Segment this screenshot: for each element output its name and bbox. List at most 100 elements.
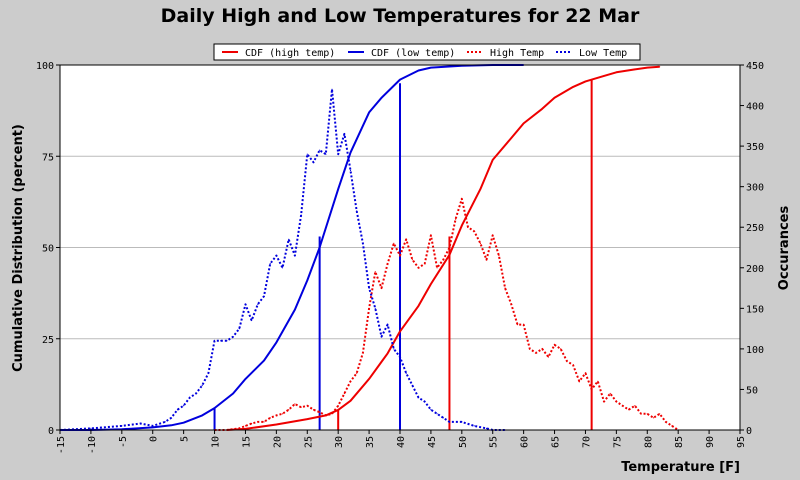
data-point-cdf-low-temp [294, 309, 296, 311]
data-point-high-temp [492, 234, 494, 236]
data-point-cdf-low-temp [263, 360, 265, 362]
x-tick-label: 15 [241, 436, 252, 448]
x-tick-label: 25 [303, 436, 314, 448]
x-tick-label: 60 [520, 436, 531, 448]
data-point-high-temp [251, 422, 253, 425]
data-point-high-temp [448, 246, 451, 249]
y-left-tick-label: 0 [48, 426, 54, 437]
data-point-cdf-low-temp [380, 97, 383, 99]
data-point-low-temp [387, 324, 389, 326]
data-point-high-temp [479, 242, 481, 244]
x-tick-label: 5 [180, 436, 191, 442]
data-point-cdf-high-temp [399, 330, 401, 332]
data-point-cdf-low-temp [399, 79, 401, 81]
data-point-low-temp [461, 421, 463, 423]
y-left-tick-label: 25 [42, 335, 54, 346]
data-point-cdf-low-temp [213, 407, 216, 409]
data-point-high-temp [516, 324, 519, 326]
data-point-cdf-high-temp [275, 423, 277, 426]
data-point-low-temp [257, 303, 259, 305]
data-point-low-temp [442, 417, 444, 419]
x-tick-label: -5 [118, 436, 129, 448]
data-point-high-temp [393, 242, 395, 244]
data-point-cdf-high-temp [244, 428, 247, 430]
data-point-low-temp [90, 427, 92, 429]
data-point-low-temp [244, 303, 247, 305]
legend-label-cdf-low: CDF (low temp) [371, 48, 455, 59]
data-point-low-temp [176, 409, 179, 411]
data-point-cdf-high-temp [584, 80, 587, 82]
data-point-low-temp [306, 153, 308, 155]
data-point-low-temp [300, 214, 302, 216]
y-axis-right-label: Occurances [777, 206, 792, 291]
x-tick-label: 20 [272, 436, 283, 448]
data-point-low-temp [325, 153, 327, 155]
data-point-high-temp [343, 392, 345, 395]
data-point-high-temp [269, 417, 271, 419]
data-point-cdf-low-temp [232, 392, 234, 395]
data-point-low-temp [362, 242, 364, 244]
y-left-tick-label: 50 [42, 244, 54, 255]
data-point-low-temp [473, 425, 475, 427]
data-point-cdf-low-temp [430, 67, 432, 69]
data-point-high-temp [671, 425, 673, 427]
data-point-cdf-low-temp [306, 279, 308, 281]
data-point-low-temp [251, 319, 253, 322]
x-tick-label: 70 [581, 436, 592, 448]
data-point-low-temp [424, 401, 426, 403]
y-right-tick-label: 400 [746, 102, 764, 113]
data-point-low-temp [485, 427, 488, 429]
data-point-low-temp [164, 421, 166, 423]
data-point-low-temp [430, 409, 432, 411]
data-point-high-temp [405, 238, 407, 240]
data-point-high-temp [615, 401, 618, 403]
x-tick-label: 0 [149, 436, 160, 442]
data-point-low-temp [356, 210, 358, 212]
data-point-cdf-high-temp [553, 97, 556, 99]
y-axis-left-label: Cumulative Distribution (percent) [11, 124, 26, 372]
data-point-high-temp [275, 414, 277, 416]
x-tick-label: 10 [211, 436, 222, 448]
data-point-cdf-high-temp [523, 122, 525, 124]
data-point-high-temp [609, 392, 611, 395]
data-point-low-temp [448, 421, 451, 423]
data-point-low-temp [170, 417, 172, 419]
data-point-high-temp [547, 356, 550, 358]
data-point-high-temp [325, 414, 327, 416]
data-point-high-temp [368, 307, 370, 309]
data-point-cdf-low-temp [183, 422, 185, 424]
data-point-low-temp [294, 255, 296, 257]
data-point-low-temp [319, 149, 321, 151]
data-point-high-temp [591, 388, 593, 390]
data-point-high-temp [331, 413, 333, 415]
chart-title: Daily High and Low Temperatures for 22 M… [161, 5, 640, 27]
y-right-tick-label: 300 [746, 183, 764, 194]
data-point-cdf-low-temp [201, 414, 203, 416]
data-point-high-temp [597, 380, 599, 382]
data-point-high-temp [504, 287, 506, 289]
x-axis-ticks: -15 -10 -5 0 5 10 15 20 25 30 35 40 45 50 55 60 65 70 75 80… [56, 430, 747, 454]
data-point-cdf-low-temp [319, 246, 321, 249]
data-point-high-temp [263, 421, 265, 423]
data-point-high-temp [319, 411, 321, 413]
data-point-low-temp [393, 348, 395, 350]
data-point-low-temp [380, 336, 383, 338]
data-point-low-temp [139, 422, 141, 425]
data-point-low-temp [417, 397, 420, 399]
series-line-high-temp [214, 197, 679, 431]
data-point-low-temp [349, 169, 352, 171]
data-point-cdf-low-temp [152, 426, 154, 428]
y-right-tick-label: 450 [746, 61, 764, 72]
data-point-high-temp [356, 372, 358, 374]
y-right-tick-label: 100 [746, 345, 764, 356]
data-point-cdf-high-temp [615, 71, 618, 73]
data-point-low-temp [331, 88, 333, 90]
data-point-low-temp [183, 405, 185, 407]
data-point-high-temp [467, 226, 469, 228]
data-point-high-temp [603, 401, 605, 403]
x-axis-label: Temperature [F] [621, 460, 740, 475]
data-point-high-temp [659, 413, 661, 415]
data-point-high-temp [498, 255, 500, 257]
data-point-low-temp [337, 153, 339, 155]
